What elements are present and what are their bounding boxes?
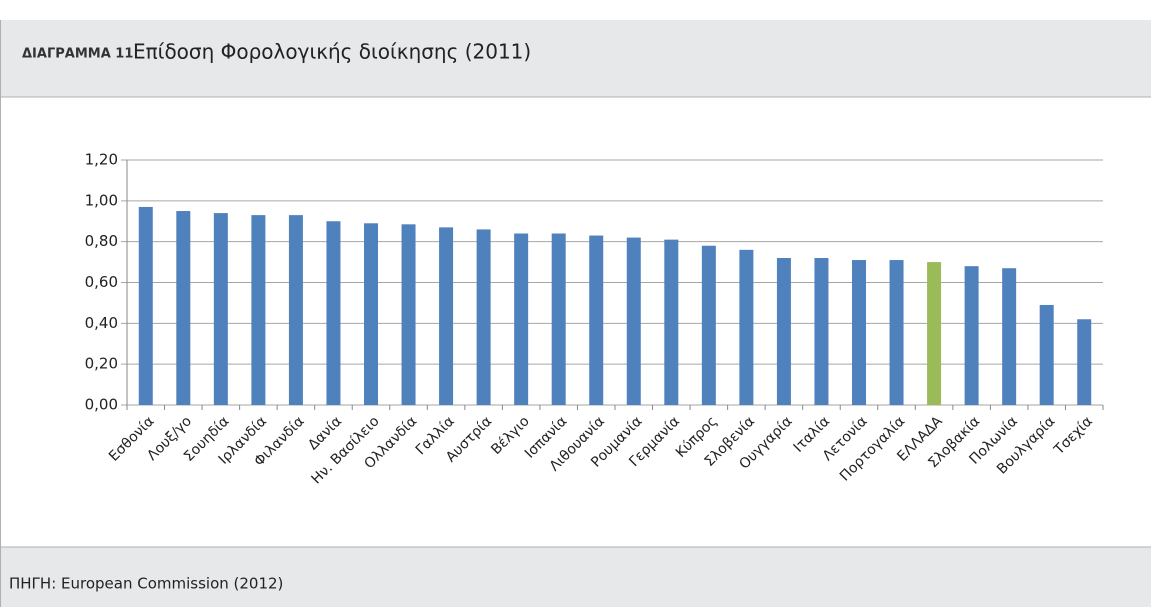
y-tick-label: 0,00 bbox=[85, 396, 118, 414]
bar bbox=[776, 258, 791, 405]
bar bbox=[889, 260, 904, 405]
bar bbox=[664, 239, 679, 405]
bar bbox=[514, 233, 529, 405]
bar bbox=[551, 233, 566, 405]
bar bbox=[1077, 319, 1092, 405]
bar bbox=[1002, 268, 1017, 405]
bar bbox=[814, 258, 829, 405]
bar bbox=[964, 266, 979, 405]
y-tick-label: 0,80 bbox=[85, 232, 118, 250]
bar bbox=[927, 262, 942, 405]
bar bbox=[626, 237, 641, 405]
bar bbox=[251, 215, 266, 405]
header-label: ΔΙΑΓΡΑΜΜΑ 11 bbox=[22, 47, 133, 62]
header-title: Επίδοση Φορολογικής διοίκησης (2011) bbox=[133, 40, 531, 64]
y-tick-label: 0,20 bbox=[85, 355, 118, 373]
bar bbox=[213, 213, 228, 405]
bar bbox=[401, 224, 416, 405]
y-tick-label: 1,00 bbox=[85, 191, 118, 209]
bar bbox=[589, 235, 604, 405]
header-band bbox=[0, 20, 1151, 97]
bar bbox=[739, 249, 754, 405]
bar bbox=[176, 211, 191, 405]
bar bbox=[439, 227, 454, 405]
bar bbox=[1039, 304, 1054, 405]
y-tick-label: 1,20 bbox=[85, 151, 118, 169]
bar bbox=[138, 206, 153, 405]
y-tick-label: 0,60 bbox=[85, 273, 118, 291]
footer-band bbox=[0, 547, 1151, 607]
bar bbox=[701, 245, 716, 405]
bar bbox=[326, 221, 341, 405]
bar bbox=[476, 229, 491, 405]
x-tick-label: Τσεχία bbox=[1051, 413, 1096, 458]
footer-source: ΠΗΓΗ: European Commission (2012) bbox=[9, 575, 283, 593]
bar bbox=[364, 223, 378, 405]
y-tick-label: 0,40 bbox=[85, 314, 118, 332]
bar bbox=[852, 260, 866, 405]
bar bbox=[288, 215, 303, 405]
